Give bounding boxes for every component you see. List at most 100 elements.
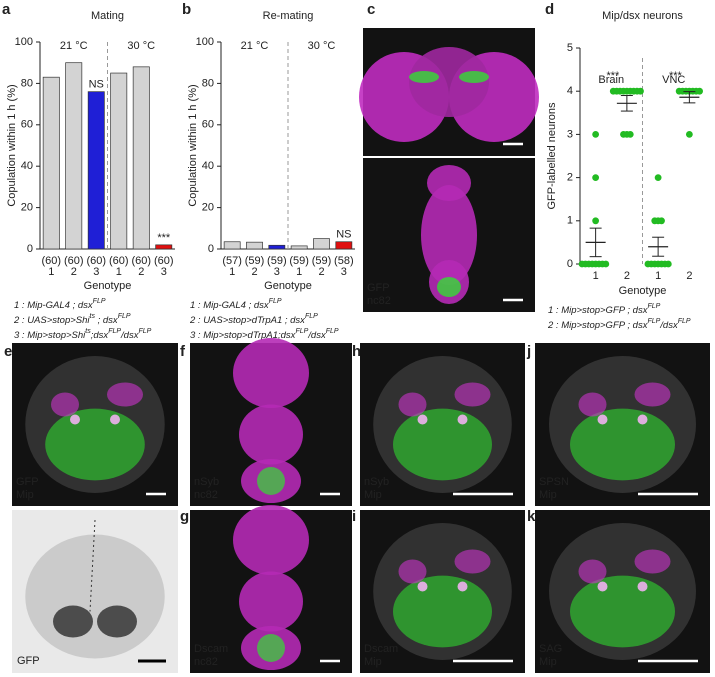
- n-label: (60): [154, 255, 174, 267]
- x-tick-label: 1: [229, 266, 235, 278]
- image-blob: [97, 605, 137, 638]
- region-label: Brain: [598, 74, 624, 86]
- panel-letter: i: [352, 508, 356, 525]
- bar: [42, 76, 60, 250]
- legend-text: FLP: [138, 328, 151, 335]
- image-blob: [409, 47, 489, 117]
- n-label: (59): [245, 255, 265, 267]
- point: [592, 174, 600, 182]
- image-blob: [393, 408, 492, 481]
- channel-label: Mip: [16, 489, 34, 501]
- y-tick-label: 80: [21, 77, 33, 89]
- y-tick-label: 100: [15, 36, 33, 48]
- point: [592, 131, 600, 138]
- x-tick-label: 2: [138, 266, 144, 278]
- legend-line: 3 : Mip>stop>dTrpA1;dsxFLP/dsxFLP: [190, 328, 339, 340]
- channel-label: GFP: [17, 655, 40, 667]
- n-label: (60): [86, 255, 106, 267]
- error-bar: [652, 236, 665, 257]
- image-blob: [257, 634, 285, 662]
- legend-text: ;dsx: [91, 330, 110, 341]
- bar: [110, 72, 128, 250]
- panel-letter: c: [367, 1, 375, 18]
- y-tick-label: 40: [202, 160, 214, 172]
- image-blob: [634, 382, 671, 407]
- significance: NS: [89, 79, 104, 91]
- legend-text: 1 : Mip>stop>GFP ; dsx: [548, 305, 649, 316]
- point: [620, 131, 627, 138]
- image-blob: [457, 414, 468, 425]
- x-tick-label: 1: [593, 270, 599, 282]
- image-blob: [393, 575, 492, 648]
- panel-letter: f: [180, 343, 186, 360]
- image-blob: [457, 581, 468, 592]
- x-axis-label: Genotype: [264, 280, 312, 292]
- legend-text: FLP: [93, 298, 106, 305]
- y-tick-label: 4: [567, 85, 573, 97]
- x-tick-label: 2: [318, 266, 324, 278]
- significance: ***: [606, 70, 620, 82]
- legend-line: 3 : Mip>stop>Shits;dsxFLP/dsxFLP: [14, 328, 152, 340]
- group-label: 21 °C: [241, 40, 269, 52]
- image-blob: [570, 408, 675, 481]
- x-tick-label: 1: [296, 266, 302, 278]
- y-tick-label: 100: [196, 36, 214, 48]
- image-blob: [409, 71, 439, 83]
- legend-text: FLP: [647, 303, 660, 310]
- n-label: (59): [312, 255, 332, 267]
- n-label: (59): [267, 255, 287, 267]
- legend-text: 2 : Mip>stop>GFP ; dsx: [547, 320, 649, 331]
- channel-label: Mip: [539, 489, 557, 501]
- error-bar: [683, 91, 696, 104]
- x-tick-label: 1: [48, 266, 54, 278]
- n-label: (59): [289, 255, 309, 267]
- image-blob: [53, 605, 93, 638]
- image-blob: [233, 505, 309, 575]
- bar: [246, 241, 263, 250]
- point: [651, 217, 659, 225]
- point: [578, 260, 586, 268]
- image-blob: [25, 534, 165, 659]
- image-blob: [637, 414, 648, 425]
- x-tick-label: 2: [71, 266, 77, 278]
- legend-text: FLP: [326, 328, 339, 335]
- legend-text: 3 : Mip>stop>dTrpA1;dsx: [190, 330, 297, 341]
- x-tick-label: 3: [161, 266, 167, 278]
- image-blob: [637, 581, 648, 592]
- image-blob: [578, 559, 607, 584]
- y-tick-label: 40: [21, 160, 33, 172]
- group-label: 30 °C: [127, 40, 155, 52]
- channel-label: Mip: [364, 489, 382, 501]
- y-tick-label: 0: [208, 243, 214, 255]
- n-label: (60): [64, 255, 84, 267]
- point: [664, 260, 672, 268]
- x-tick-label: 3: [93, 266, 99, 278]
- image-blob: [398, 392, 427, 417]
- panel-letter: d: [545, 1, 554, 18]
- panel-letter: a: [2, 1, 11, 18]
- image-blob: [417, 581, 428, 592]
- image-blob: [110, 414, 120, 425]
- point: [637, 87, 644, 95]
- y-axis-label: Copulation within 1 h (%): [6, 84, 18, 206]
- legend-line: 2 : UAS>stop>Shits ; dsxFLP: [13, 313, 131, 325]
- legend-text: FLP: [305, 313, 318, 320]
- panel-letter: h: [352, 343, 361, 360]
- channel-label: SAG: [539, 643, 562, 655]
- x-tick-label: 1: [655, 270, 661, 282]
- legend-text: 2 : UAS>stop>Shi: [13, 315, 90, 326]
- group-label: 21 °C: [60, 40, 88, 52]
- significance: ***: [157, 232, 171, 244]
- legend-text: FLP: [108, 328, 121, 335]
- channel-label: nc82: [367, 295, 391, 307]
- channel-label: Dscam: [364, 643, 398, 655]
- image-blob: [454, 549, 491, 574]
- y-tick-label: 60: [21, 119, 33, 131]
- point: [696, 87, 703, 95]
- image-blob: [454, 382, 491, 407]
- bar: [155, 244, 173, 250]
- panel-letter: g: [180, 508, 189, 525]
- point: [644, 260, 652, 268]
- channel-label: Mip: [539, 656, 557, 668]
